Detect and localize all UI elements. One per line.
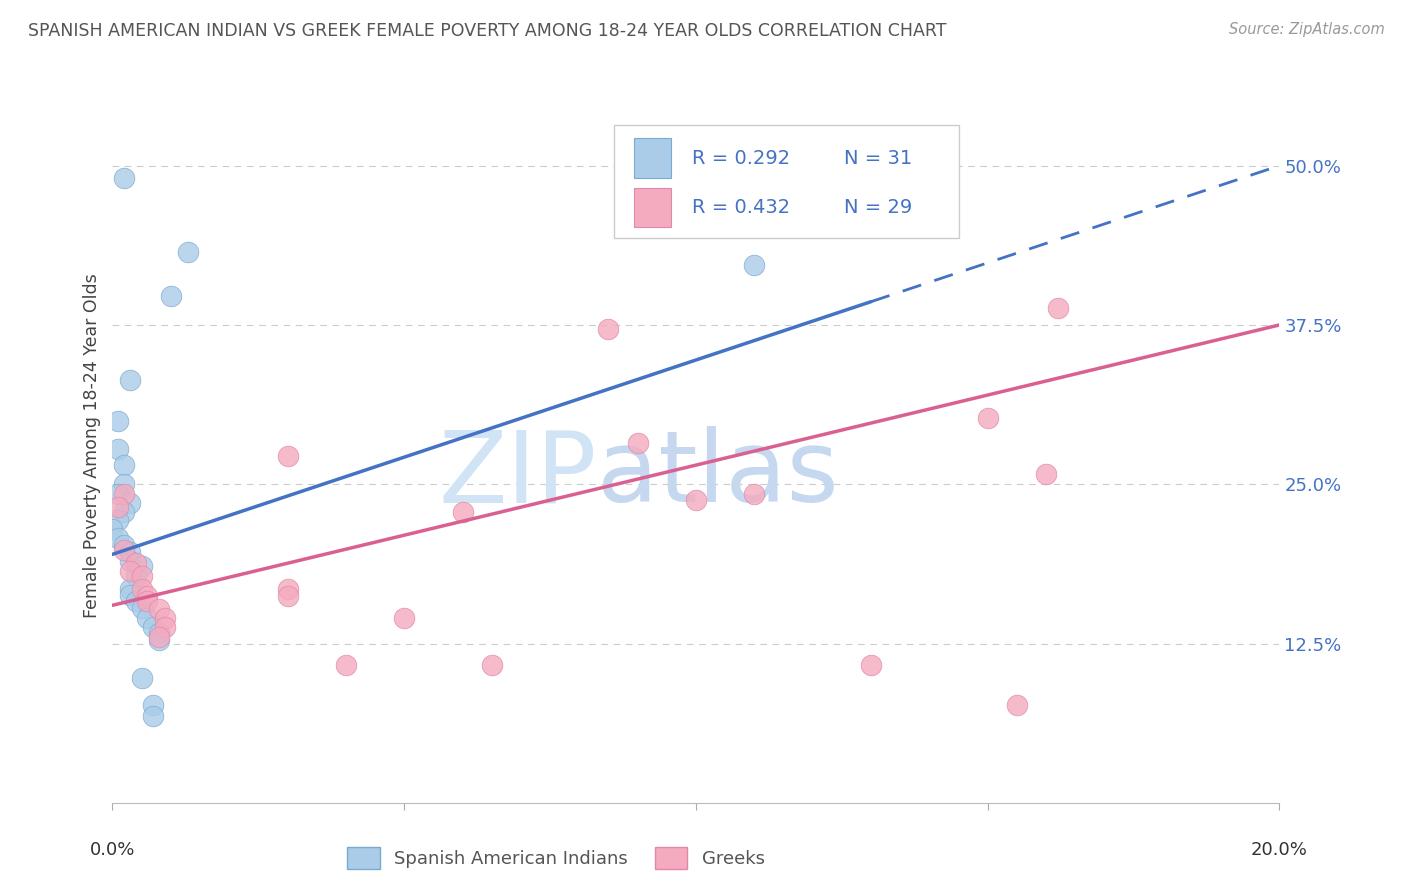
Point bbox=[142, 620, 165, 634]
Point bbox=[118, 588, 141, 602]
Point bbox=[118, 496, 141, 510]
Bar bbox=[634, 188, 672, 227]
Point bbox=[107, 500, 129, 515]
Point bbox=[392, 611, 416, 625]
Point bbox=[148, 626, 170, 640]
Point bbox=[131, 671, 153, 685]
Text: 0.0%: 0.0% bbox=[90, 841, 135, 859]
Bar bbox=[634, 138, 672, 178]
Point bbox=[112, 538, 135, 552]
Point bbox=[481, 658, 503, 673]
Point bbox=[142, 698, 165, 712]
Point bbox=[1035, 467, 1057, 481]
Point bbox=[118, 564, 141, 578]
Point bbox=[153, 620, 176, 634]
Point bbox=[118, 545, 141, 559]
Point bbox=[335, 658, 357, 673]
Point bbox=[148, 632, 170, 647]
Text: N = 29: N = 29 bbox=[844, 198, 912, 217]
Text: Source: ZipAtlas.com: Source: ZipAtlas.com bbox=[1229, 22, 1385, 37]
Point bbox=[276, 590, 298, 604]
Point bbox=[131, 600, 153, 615]
Text: R = 0.292: R = 0.292 bbox=[693, 149, 790, 168]
Point bbox=[131, 582, 153, 596]
Point bbox=[148, 630, 170, 644]
Text: N = 31: N = 31 bbox=[844, 149, 912, 168]
Y-axis label: Female Poverty Among 18-24 Year Olds: Female Poverty Among 18-24 Year Olds bbox=[83, 274, 101, 618]
Point bbox=[112, 458, 135, 472]
Point bbox=[112, 171, 135, 186]
Point bbox=[136, 590, 159, 604]
Point bbox=[276, 582, 298, 596]
Point bbox=[112, 505, 135, 519]
Point bbox=[107, 487, 129, 501]
Text: R = 0.432: R = 0.432 bbox=[693, 198, 790, 217]
Text: 20.0%: 20.0% bbox=[1251, 841, 1308, 859]
Point bbox=[142, 709, 165, 723]
Text: SPANISH AMERICAN INDIAN VS GREEK FEMALE POVERTY AMONG 18-24 YEAR OLDS CORRELATIO: SPANISH AMERICAN INDIAN VS GREEK FEMALE … bbox=[28, 22, 946, 40]
Point bbox=[859, 658, 883, 673]
Point bbox=[598, 322, 620, 336]
Point bbox=[626, 436, 648, 450]
Point bbox=[131, 558, 153, 573]
Point bbox=[1005, 698, 1028, 712]
Point bbox=[1046, 301, 1069, 316]
Point bbox=[118, 582, 141, 596]
Point bbox=[107, 442, 129, 456]
Point bbox=[136, 611, 159, 625]
Point bbox=[136, 594, 159, 608]
Text: atlas: atlas bbox=[596, 426, 838, 523]
Point bbox=[153, 611, 176, 625]
Point bbox=[451, 505, 474, 519]
Point bbox=[177, 245, 200, 260]
Text: ZIP: ZIP bbox=[439, 426, 596, 523]
Point bbox=[107, 531, 129, 545]
Point bbox=[160, 288, 183, 302]
Point bbox=[125, 556, 148, 570]
Point bbox=[112, 543, 135, 558]
Point bbox=[107, 413, 129, 427]
Point bbox=[125, 594, 148, 608]
Legend: Spanish American Indians, Greeks: Spanish American Indians, Greeks bbox=[340, 839, 772, 876]
Point bbox=[118, 373, 141, 387]
Point bbox=[742, 487, 765, 501]
Point bbox=[118, 554, 141, 568]
FancyBboxPatch shape bbox=[614, 125, 959, 237]
Point bbox=[685, 492, 707, 507]
Point bbox=[148, 602, 170, 616]
Point bbox=[107, 513, 129, 527]
Point bbox=[112, 487, 135, 501]
Point bbox=[125, 569, 148, 583]
Point bbox=[742, 258, 765, 272]
Point bbox=[101, 522, 124, 536]
Point bbox=[976, 411, 998, 425]
Point bbox=[276, 449, 298, 463]
Point bbox=[112, 477, 135, 491]
Point bbox=[131, 569, 153, 583]
